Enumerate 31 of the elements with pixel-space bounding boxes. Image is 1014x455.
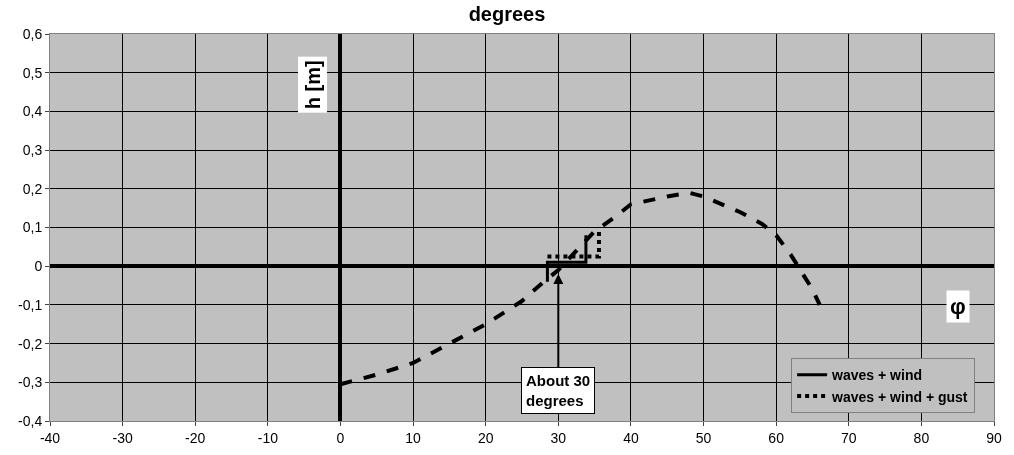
legend-label: waves + wind	[831, 367, 922, 384]
y-tick-label: 0,1	[22, 219, 43, 236]
y-tick-label: 0	[34, 258, 43, 275]
y-tick-label: -0,4	[18, 412, 43, 429]
x-tick-label: -40	[39, 429, 61, 446]
x-tick-label: 90	[986, 429, 1002, 446]
y-tick-label: 0,4	[22, 103, 43, 120]
x-tick-label: 0	[336, 429, 345, 446]
legend-label: waves + wind + gust	[831, 388, 968, 405]
x-tick-label: 20	[477, 429, 494, 446]
annotation: About 30 degrees	[526, 372, 591, 409]
chart-title: degrees	[468, 2, 546, 25]
x-tick-label: -20	[185, 429, 206, 446]
x-tick-label: -30	[112, 429, 133, 446]
x-tick-label: 80	[913, 429, 930, 446]
y-tick-label: 0,5	[22, 64, 43, 81]
y-tick-label: -0,3	[18, 374, 43, 391]
y-tick-label: 0,6	[22, 25, 43, 42]
y-tick-label: -0,2	[18, 335, 43, 352]
y-tick-label: 0,2	[22, 180, 43, 197]
y-tick-label: -0,1	[18, 296, 43, 313]
x-tick-label: 30	[550, 429, 567, 446]
y-axis-title: h [m]	[301, 60, 324, 110]
x-tick-label: -10	[257, 429, 279, 446]
x-tick-label: 50	[695, 429, 712, 446]
x-tick-label: 40	[623, 429, 639, 446]
x-tick-label: 60	[768, 429, 785, 446]
y-tick-label: 0,3	[22, 142, 43, 158]
x-tick-label: 10	[405, 429, 422, 446]
x-axis-title: φ	[950, 294, 966, 319]
x-tick-label: 70	[840, 429, 857, 446]
